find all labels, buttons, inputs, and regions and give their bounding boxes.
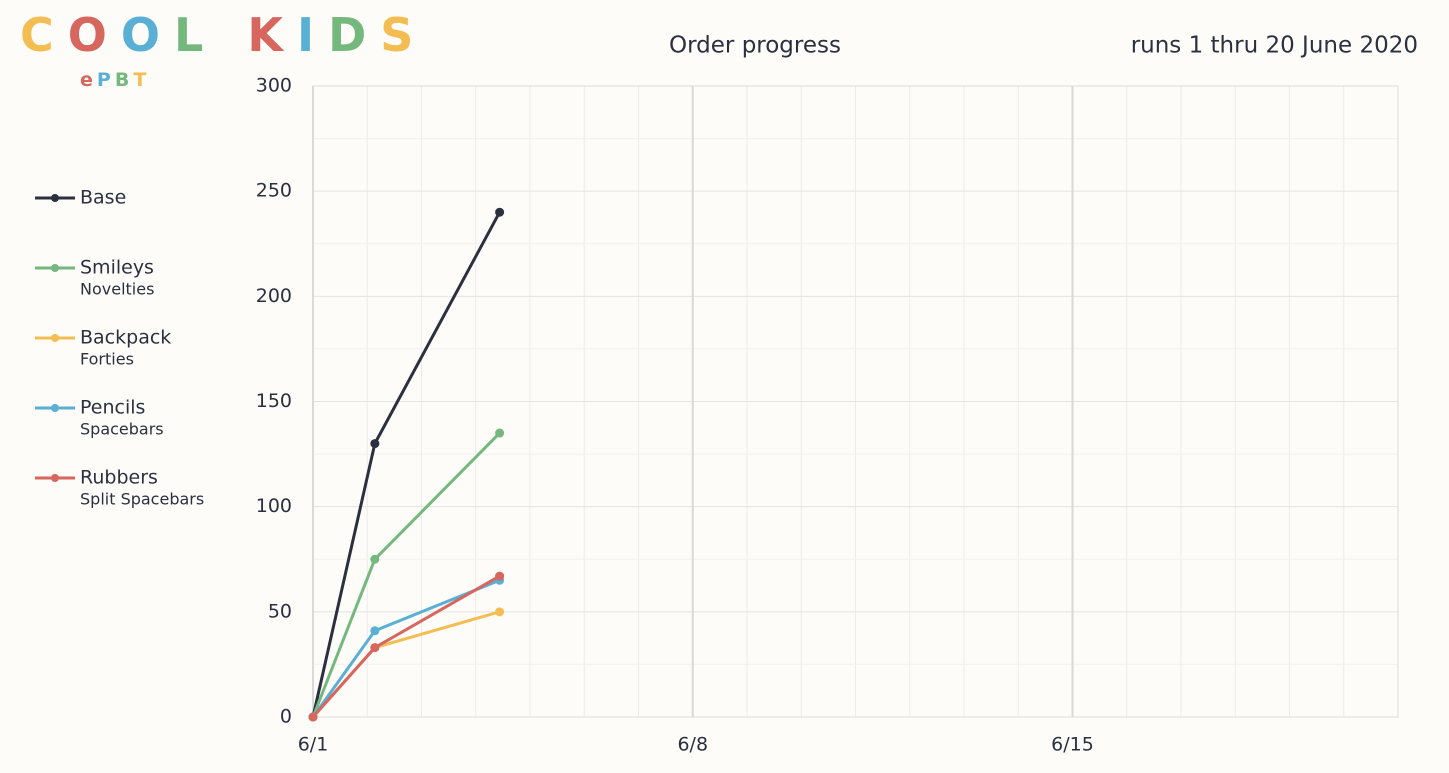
series-line: [311, 211, 501, 718]
data-point: [495, 607, 505, 617]
data-point: [495, 207, 505, 217]
legend-label: Rubbers: [80, 467, 158, 489]
data-point: [495, 428, 505, 438]
legend-sublabel: Novelties: [80, 280, 154, 299]
legend-label: Base: [80, 187, 126, 209]
x-tick-label: 6/15: [1051, 734, 1094, 756]
data-point: [495, 571, 505, 581]
data-point: [370, 626, 380, 636]
legend-marker: [51, 334, 59, 342]
legend-marker: [51, 264, 59, 272]
legend-label: Pencils: [80, 397, 145, 419]
legend-marker: [51, 194, 59, 202]
legend-label: Backpack: [80, 327, 171, 349]
x-tick-label: 6/1: [298, 734, 329, 756]
logo-subtitle: ePBT: [80, 69, 150, 91]
legend-label: Smileys: [80, 257, 154, 279]
y-tick-label: 200: [256, 285, 292, 307]
y-tick-label: 250: [256, 180, 292, 202]
data-point: [370, 439, 380, 449]
data-point: [370, 643, 380, 653]
series-line: [311, 431, 501, 718]
legend-sublabel: Spacebars: [80, 420, 164, 439]
data-point: [308, 712, 318, 722]
data-point: [370, 554, 380, 564]
y-tick-label: 0: [280, 706, 292, 728]
y-tick-label: 300: [256, 75, 292, 97]
legend-marker: [51, 404, 59, 412]
plot-frame: [312, 85, 1399, 718]
legend-marker: [51, 474, 59, 482]
logo-title: COOL KIDS: [20, 8, 427, 62]
y-tick-label: 100: [256, 495, 292, 517]
y-tick-label: 150: [256, 390, 292, 412]
chart-title: Order progress: [669, 33, 841, 59]
chart-subtitle: runs 1 thru 20 June 2020: [1131, 33, 1418, 59]
x-tick-label: 6/8: [677, 734, 708, 756]
y-tick-label: 50: [268, 600, 292, 622]
legend-sublabel: Split Spacebars: [80, 490, 204, 509]
legend-sublabel: Forties: [80, 350, 134, 369]
